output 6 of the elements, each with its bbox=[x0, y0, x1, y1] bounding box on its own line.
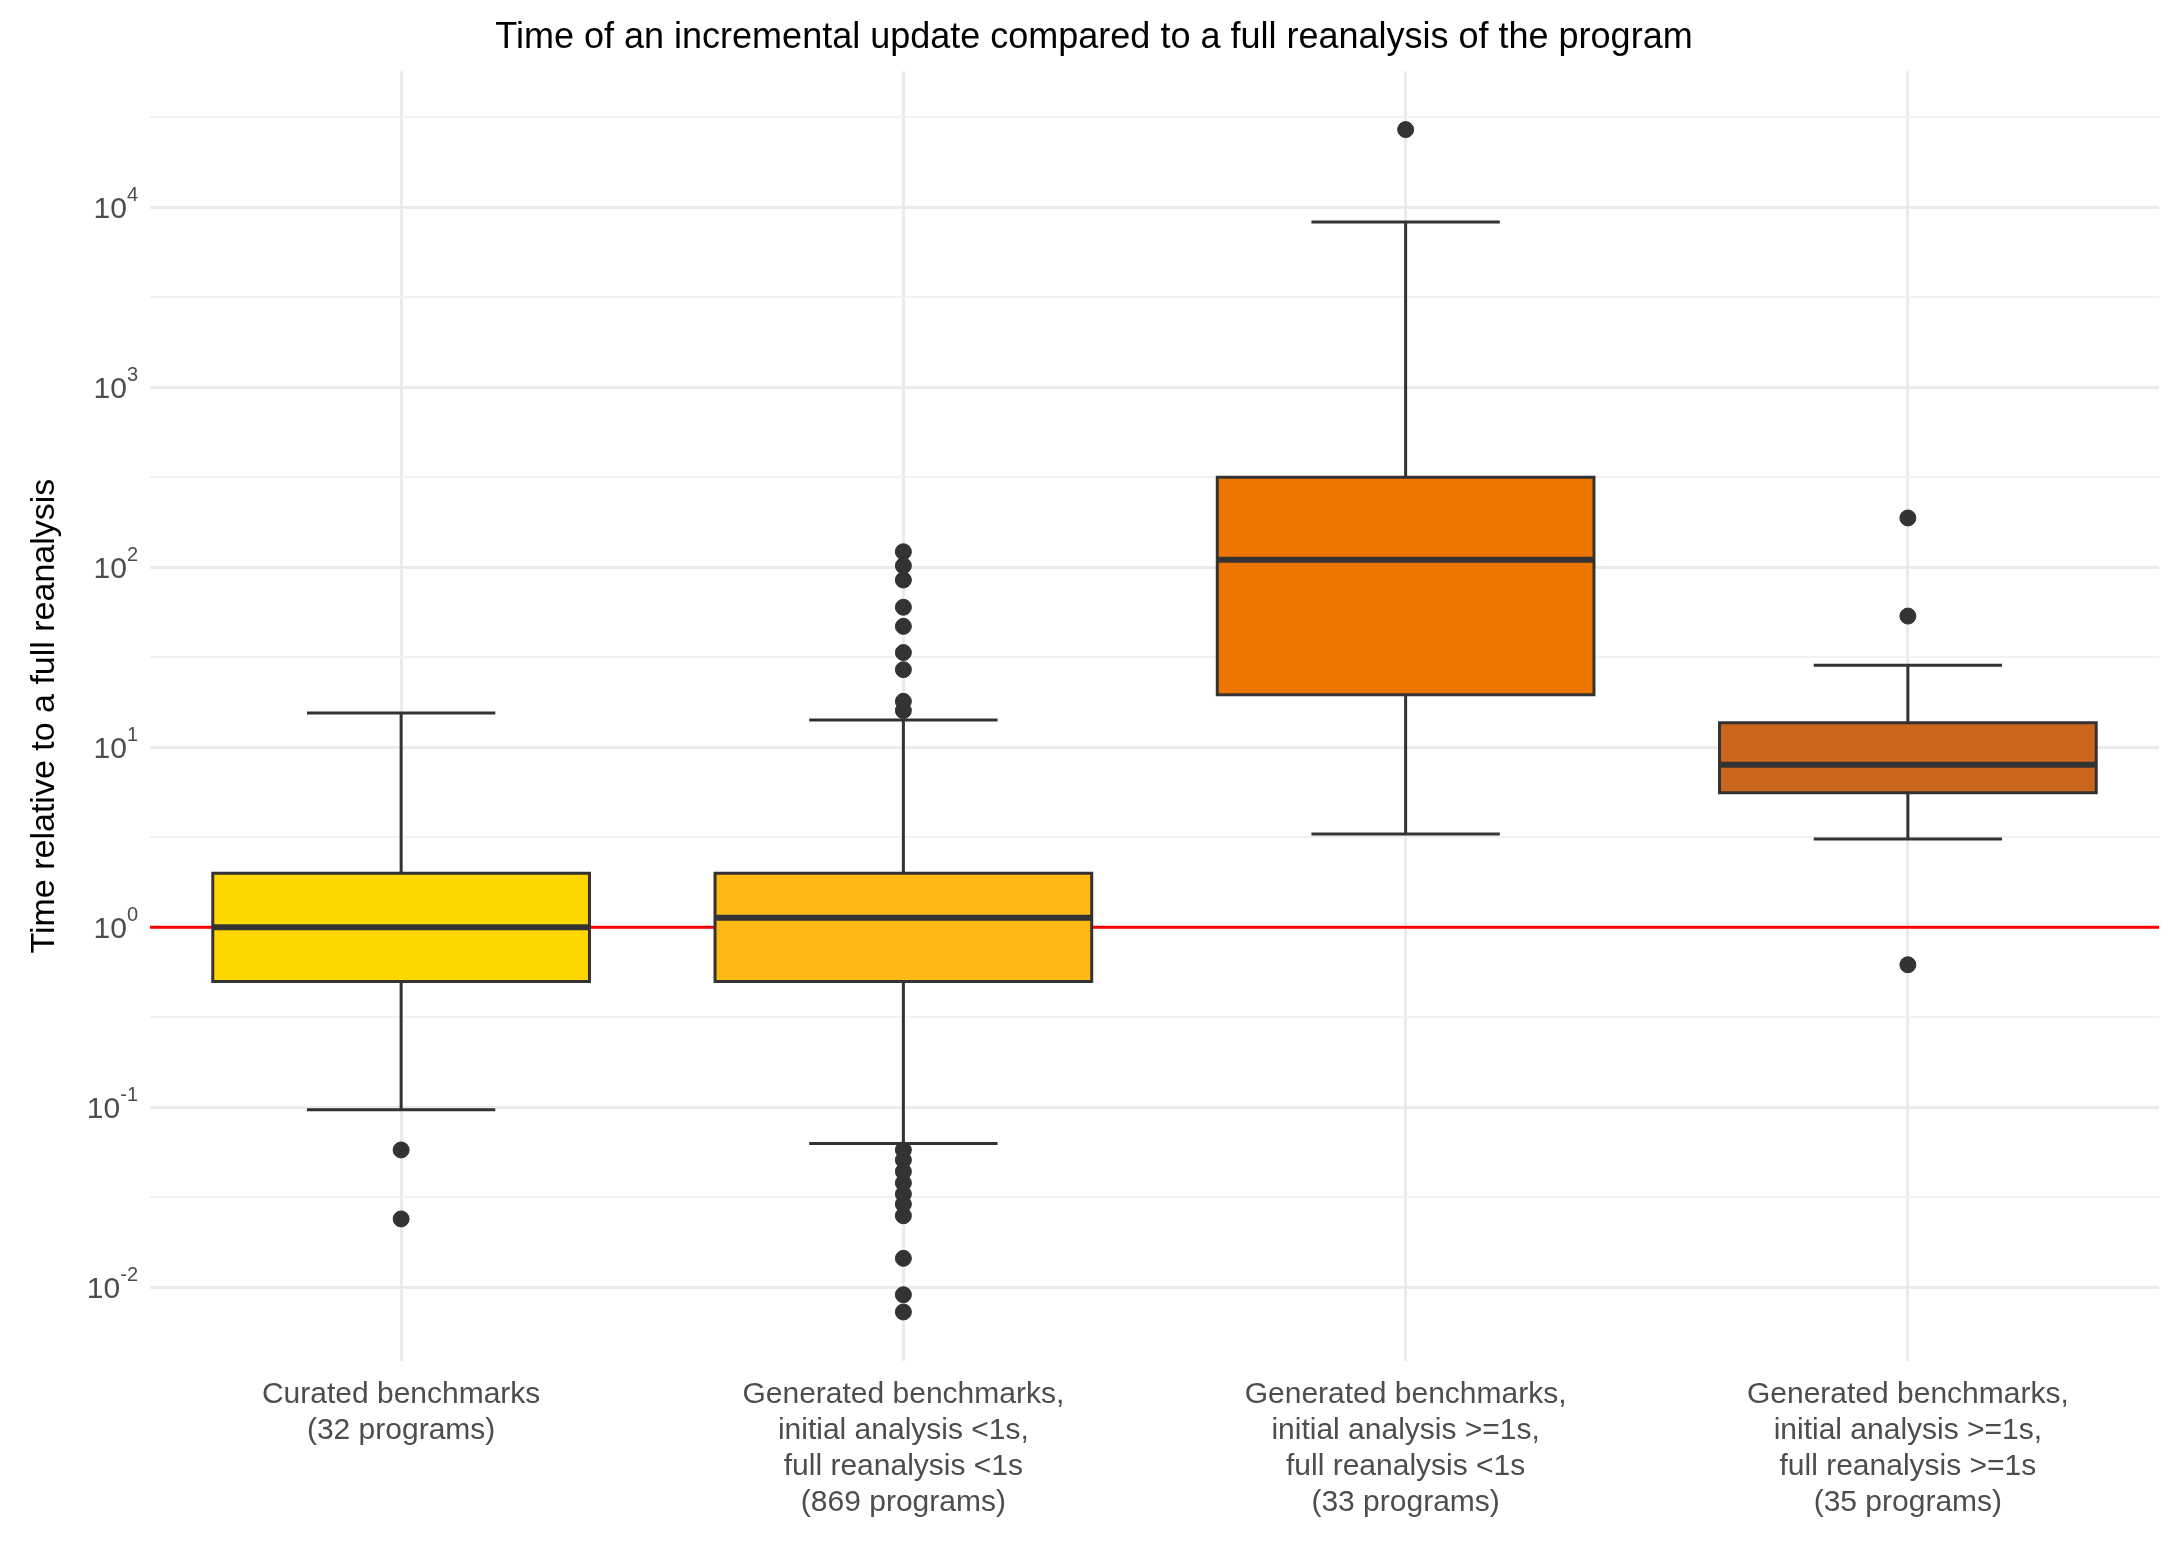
x-tick-label: Curated benchmarks (32 programs) bbox=[261, 1376, 541, 1446]
x-tick-label: Generated benchmarks, initial analysis >=1s, full reanalysis >=1s (35 programs) bbox=[1746, 1376, 2069, 1518]
x-tick-label: Generated benchmarks, initial analysis <1s, full reanalysis <1s (869 programs) bbox=[742, 1376, 1065, 1518]
chart-title: Time of an incremental update compared to a full reanalysis of the program bbox=[495, 14, 1693, 56]
y-axis-title: Time relative to a full reanalysis bbox=[22, 478, 61, 954]
x-tick-label: Generated benchmarks, initial analysis >=1s, full reanalysis <1s (33 programs) bbox=[1244, 1376, 1567, 1518]
